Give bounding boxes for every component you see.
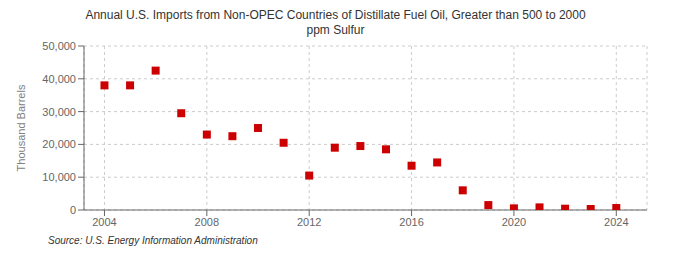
svg-text:2004: 2004 (92, 216, 116, 228)
svg-text:2016: 2016 (399, 216, 423, 228)
html-text:Source: U.S. Energy Informatio: Source: U.S. Energy Information Administ… (48, 235, 258, 246)
svg-text:50,000: 50,000 (42, 40, 76, 52)
html-text:Annual U.S. Imports from Non-O: Annual U.S. Imports from Non-OPEC Countr… (85, 8, 586, 22)
svg-text:20,000: 20,000 (42, 138, 76, 150)
svg-text:2024: 2024 (604, 216, 628, 228)
svg-text:40,000: 40,000 (42, 73, 76, 85)
svg-text:30,000: 30,000 (42, 106, 76, 118)
svg-text:0: 0 (70, 204, 76, 216)
html-text:ppm Sulfur: ppm Sulfur (306, 23, 365, 37)
svg-text:10,000: 10,000 (42, 171, 76, 183)
svg-text:2012: 2012 (297, 216, 321, 228)
svg-text:Thousand Barrels: Thousand Barrels (15, 84, 27, 171)
svg-text:2008: 2008 (195, 216, 219, 228)
svg-text:2020: 2020 (502, 216, 526, 228)
